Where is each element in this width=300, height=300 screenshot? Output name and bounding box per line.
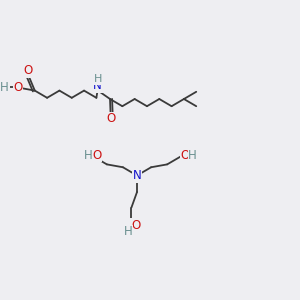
Text: H: H bbox=[93, 74, 102, 85]
Text: N: N bbox=[93, 79, 102, 92]
Text: O: O bbox=[181, 149, 190, 162]
Text: O: O bbox=[24, 64, 33, 77]
Text: H: H bbox=[84, 149, 93, 162]
Text: O: O bbox=[106, 112, 115, 125]
Text: O: O bbox=[131, 219, 140, 232]
Text: N: N bbox=[133, 169, 141, 182]
Text: H: H bbox=[0, 81, 9, 94]
Text: H: H bbox=[124, 225, 133, 238]
Text: O: O bbox=[92, 149, 101, 162]
Text: H: H bbox=[188, 149, 197, 162]
Text: O: O bbox=[14, 81, 23, 94]
